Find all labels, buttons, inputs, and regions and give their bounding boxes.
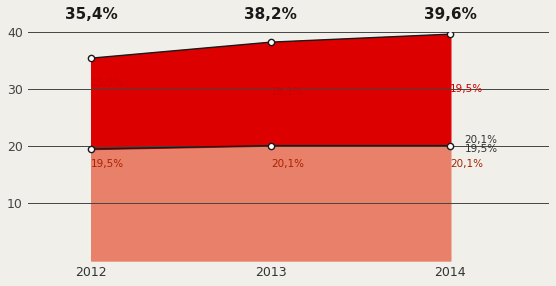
Text: 19,5%: 19,5% [450, 84, 483, 94]
Text: 18,1%: 18,1% [271, 87, 304, 97]
Text: 19,5%: 19,5% [465, 144, 498, 154]
Text: 20,1%: 20,1% [450, 160, 483, 170]
Text: 38,2%: 38,2% [244, 7, 297, 21]
Text: 19,5%: 19,5% [91, 160, 125, 170]
Text: 20,1%: 20,1% [271, 160, 304, 170]
Text: 39,6%: 39,6% [424, 7, 476, 21]
Text: 20,1%: 20,1% [465, 136, 498, 146]
Text: 35,4%: 35,4% [65, 7, 117, 21]
Text: 15,9%: 15,9% [91, 78, 125, 88]
